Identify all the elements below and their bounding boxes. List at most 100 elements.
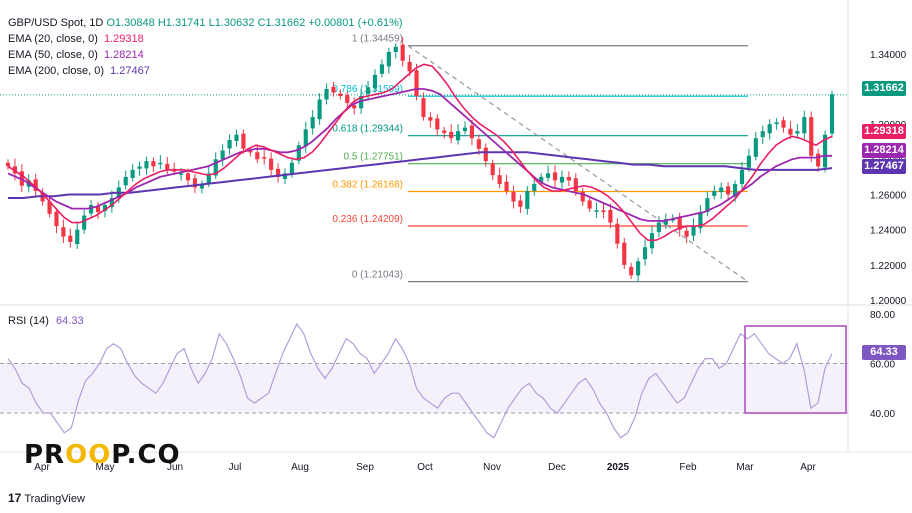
ohlc-close: C1.31662 bbox=[257, 17, 306, 29]
month-label: Apr bbox=[800, 462, 816, 473]
candle-body bbox=[442, 130, 447, 133]
ema200-legend[interactable]: EMA (200, close, 0) 1.27467 bbox=[8, 64, 150, 78]
candle-body bbox=[490, 163, 495, 176]
candle-body bbox=[829, 94, 835, 134]
candle-body bbox=[642, 247, 648, 260]
candle-body bbox=[12, 166, 18, 174]
candle-body bbox=[566, 176, 571, 181]
candle-body bbox=[40, 193, 45, 202]
candle-body bbox=[407, 61, 412, 72]
candle-body bbox=[726, 186, 731, 195]
fib-label: 1 (1.34459) bbox=[352, 34, 403, 45]
candle-body bbox=[47, 201, 52, 214]
month-label: May bbox=[96, 462, 115, 473]
last-price-tag: 1.31662 bbox=[862, 81, 906, 96]
month-label: Feb bbox=[679, 462, 697, 473]
candle-body bbox=[802, 117, 807, 134]
rsi-tick-label: 40.00 bbox=[870, 409, 895, 420]
month-label: Apr bbox=[34, 462, 50, 473]
candle-body bbox=[816, 153, 821, 167]
candle-body bbox=[262, 157, 267, 159]
ema20-price-tag: 1.29318 bbox=[862, 124, 906, 139]
price-tick-label: 1.34000 bbox=[870, 50, 907, 61]
candle-body bbox=[732, 183, 738, 197]
candle-body bbox=[324, 88, 329, 100]
ohlc-low: L1.30632 bbox=[208, 17, 255, 29]
ema50-legend[interactable]: EMA (50, close, 0) 1.28214 bbox=[8, 48, 144, 62]
candle-body bbox=[234, 134, 239, 142]
price-tick-label: 1.22000 bbox=[870, 261, 907, 272]
fib-label: 0 (1.21043) bbox=[352, 270, 403, 281]
candle-body bbox=[241, 133, 246, 149]
rsi-legend[interactable]: RSI (14) 64.33 bbox=[8, 315, 84, 327]
candle-body bbox=[712, 190, 717, 196]
month-label: Dec bbox=[548, 462, 566, 473]
candle-body bbox=[33, 179, 38, 191]
candle-body bbox=[774, 122, 779, 125]
ema200-value: 1.27467 bbox=[110, 65, 150, 77]
candle-body bbox=[352, 105, 357, 109]
candle-body bbox=[469, 125, 475, 139]
candle-body bbox=[206, 173, 211, 183]
ema50-line bbox=[7, 88, 832, 222]
chart-legend: GBP/USD Spot, 1D O1.30848 H1.31741 L1.30… bbox=[8, 16, 403, 30]
price-tick-label: 1.24000 bbox=[870, 226, 907, 237]
ohlc-open: O1.30848 bbox=[106, 17, 155, 29]
candle-body bbox=[192, 178, 198, 188]
candle-body bbox=[123, 176, 128, 186]
rsi-tick-label: 60.00 bbox=[870, 360, 895, 371]
fib-label: 0.618 (1.29344) bbox=[332, 124, 403, 135]
ema50-value: 1.28214 bbox=[103, 49, 144, 61]
candle-body bbox=[601, 210, 606, 213]
candle-body bbox=[615, 223, 620, 244]
candle-body bbox=[663, 219, 668, 225]
candle-body bbox=[456, 131, 461, 141]
candle-body bbox=[151, 161, 156, 167]
ema20-label: EMA (20, close, 0) bbox=[8, 33, 98, 45]
candle-body bbox=[691, 226, 696, 236]
price-tick-label: 1.20000 bbox=[870, 296, 907, 307]
candle-body bbox=[68, 235, 73, 242]
candle-body bbox=[677, 216, 682, 230]
candle-body bbox=[608, 209, 613, 223]
candle-body bbox=[165, 163, 170, 170]
tradingview-attribution[interactable]: 17 TradingView bbox=[8, 491, 85, 505]
candle-body bbox=[546, 173, 551, 178]
month-label: Nov bbox=[483, 462, 501, 473]
candle-body bbox=[504, 181, 509, 191]
tradingview-icon: 17 bbox=[8, 491, 22, 505]
candle-body bbox=[629, 266, 634, 276]
ohlc-change: +0.00801 (+0.61%) bbox=[308, 17, 403, 29]
candle-body bbox=[359, 96, 364, 109]
candle-body bbox=[698, 212, 703, 229]
candle-body bbox=[255, 152, 260, 160]
month-label: Jul bbox=[229, 462, 242, 473]
candle-body bbox=[594, 210, 599, 212]
candle-body bbox=[822, 134, 828, 168]
candle-body bbox=[269, 158, 274, 170]
candle-body bbox=[54, 211, 59, 227]
candle-body bbox=[719, 187, 724, 193]
trend-line bbox=[407, 45, 749, 283]
month-label: Aug bbox=[291, 462, 309, 473]
candle-body bbox=[365, 87, 371, 94]
candle-body bbox=[310, 117, 315, 129]
ema20-legend[interactable]: EMA (20, close, 0) 1.29318 bbox=[8, 32, 144, 46]
candle-body bbox=[684, 230, 689, 237]
ema200-label: EMA (200, close, 0) bbox=[8, 65, 104, 77]
candle-body bbox=[137, 166, 142, 169]
candle-body bbox=[317, 99, 322, 120]
candle-body bbox=[303, 129, 308, 147]
candle-body bbox=[656, 222, 661, 233]
fib-label: 0.236 (1.24209) bbox=[332, 214, 403, 225]
candle-body bbox=[795, 131, 800, 134]
candle-body bbox=[95, 206, 101, 213]
candle-body bbox=[89, 205, 94, 214]
rsi-highlight-box bbox=[744, 325, 847, 414]
rsi-value-text: 64.33 bbox=[56, 315, 84, 327]
candle-body bbox=[636, 261, 641, 276]
candle-body bbox=[345, 94, 350, 104]
candle-body bbox=[199, 183, 204, 189]
candle-body bbox=[421, 98, 426, 118]
